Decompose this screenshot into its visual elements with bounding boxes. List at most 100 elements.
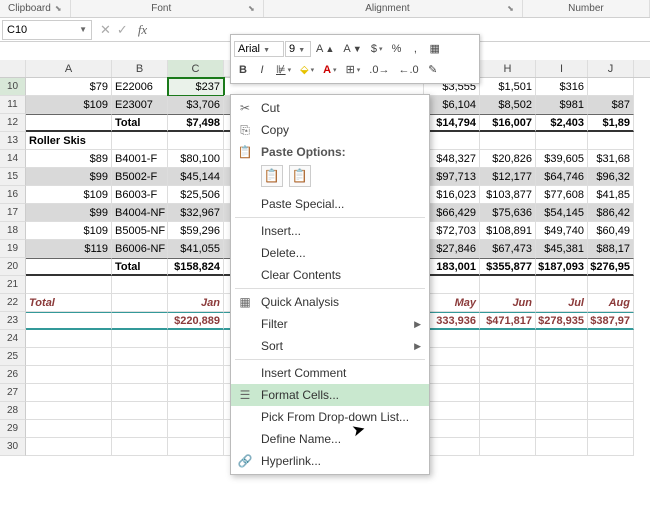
cell[interactable]: $2,403 <box>536 114 588 132</box>
cell[interactable]: $471,817 <box>480 312 536 330</box>
percent-icon[interactable]: % <box>387 40 405 58</box>
cell[interactable] <box>424 438 480 456</box>
cell[interactable] <box>168 420 224 438</box>
cell[interactable] <box>26 348 112 366</box>
cell[interactable]: $109 <box>26 186 112 204</box>
comma-icon[interactable]: , <box>406 40 424 58</box>
cell[interactable]: $16,023 <box>424 186 480 204</box>
ribbon-tab-font[interactable]: Font⬊ <box>71 0 264 17</box>
cell[interactable] <box>536 420 588 438</box>
cell[interactable]: Jun <box>480 294 536 312</box>
row-header[interactable]: 19 <box>0 240 26 258</box>
cell[interactable]: 333,936 <box>424 312 480 330</box>
row-header[interactable]: 11 <box>0 96 26 114</box>
format-painter-icon[interactable]: ✎ <box>424 60 442 79</box>
cell[interactable] <box>168 330 224 348</box>
menu-insert[interactable]: Insert... <box>231 220 429 242</box>
cell[interactable]: $220,889 <box>168 312 224 330</box>
cell[interactable] <box>480 132 536 150</box>
cell[interactable] <box>480 366 536 384</box>
cell[interactable] <box>168 438 224 456</box>
cell[interactable]: $80,100 <box>168 150 224 168</box>
cell[interactable] <box>26 258 112 276</box>
cell[interactable]: $99 <box>26 168 112 186</box>
cell[interactable]: $387,97 <box>588 312 634 330</box>
cell[interactable]: Total <box>112 114 168 132</box>
increase-font-icon[interactable]: A▲ <box>312 40 338 58</box>
cell[interactable] <box>588 330 634 348</box>
cell[interactable] <box>112 294 168 312</box>
ribbon-tab-alignment[interactable]: Alignment⬊ <box>264 0 523 17</box>
cancel-icon[interactable]: ✕ <box>100 22 111 38</box>
fx-icon[interactable]: fx <box>134 22 151 38</box>
cell[interactable] <box>112 402 168 420</box>
cell[interactable] <box>168 132 224 150</box>
menu-hyperlink[interactable]: 🔗Hyperlink... <box>231 450 429 472</box>
cell[interactable] <box>480 438 536 456</box>
row-header[interactable]: 10 <box>0 78 26 96</box>
cell[interactable]: $109 <box>26 96 112 114</box>
cell[interactable]: $25,506 <box>168 186 224 204</box>
cell[interactable]: $158,824 <box>168 258 224 276</box>
cell[interactable] <box>536 330 588 348</box>
cell[interactable]: $103,877 <box>480 186 536 204</box>
cell[interactable] <box>480 420 536 438</box>
cell[interactable] <box>480 330 536 348</box>
cell[interactable] <box>112 366 168 384</box>
cell[interactable] <box>480 384 536 402</box>
cell[interactable]: $109 <box>26 222 112 240</box>
cell[interactable] <box>112 276 168 294</box>
row-header[interactable]: 21 <box>0 276 26 294</box>
row-header[interactable]: 29 <box>0 420 26 438</box>
cell[interactable]: Aug <box>588 294 634 312</box>
enter-icon[interactable]: ✓ <box>117 22 128 38</box>
cell[interactable]: $48,327 <box>424 150 480 168</box>
menu-clear[interactable]: Clear Contents <box>231 264 429 286</box>
cell[interactable] <box>588 438 634 456</box>
cell[interactable] <box>168 384 224 402</box>
cell[interactable] <box>424 366 480 384</box>
decrease-decimal-icon[interactable]: ←.0 <box>394 61 422 79</box>
cell[interactable]: $1,89 <box>588 114 634 132</box>
row-header[interactable]: 22 <box>0 294 26 312</box>
cell[interactable] <box>112 132 168 150</box>
menu-paste-special[interactable]: Paste Special... <box>231 193 429 215</box>
menu-delete[interactable]: Delete... <box>231 242 429 264</box>
col-header[interactable]: H <box>480 60 536 77</box>
accounting-format-icon[interactable]: $ ▾ <box>367 40 387 58</box>
cell[interactable] <box>26 438 112 456</box>
cell[interactable] <box>536 276 588 294</box>
cell[interactable]: E22006 <box>112 78 168 96</box>
paste-icon[interactable]: 📋 <box>261 165 283 187</box>
cell[interactable] <box>424 384 480 402</box>
cell[interactable] <box>588 420 634 438</box>
row-header[interactable]: 30 <box>0 438 26 456</box>
row-header[interactable]: 12 <box>0 114 26 132</box>
cell[interactable]: Jul <box>536 294 588 312</box>
cell[interactable]: B4001-F <box>112 150 168 168</box>
format-table-icon[interactable]: ▦ <box>425 39 443 58</box>
menu-quick-analysis[interactable]: ▦Quick Analysis <box>231 291 429 313</box>
cell[interactable] <box>536 438 588 456</box>
cell[interactable] <box>168 276 224 294</box>
col-header[interactable]: C <box>168 60 224 77</box>
cell[interactable]: $27,846 <box>424 240 480 258</box>
cell[interactable]: B6003-F <box>112 186 168 204</box>
cell[interactable]: $86,42 <box>588 204 634 222</box>
cell[interactable] <box>480 348 536 366</box>
cell[interactable]: $77,608 <box>536 186 588 204</box>
cell[interactable]: $276,95 <box>588 258 634 276</box>
row-header[interactable]: 18 <box>0 222 26 240</box>
row-header[interactable]: 23 <box>0 312 26 330</box>
menu-insert-comment[interactable]: Insert Comment <box>231 362 429 384</box>
cell[interactable] <box>26 366 112 384</box>
cell[interactable]: $64,746 <box>536 168 588 186</box>
cell[interactable]: $316 <box>536 78 588 96</box>
font-color-icon[interactable]: A▾ <box>319 61 340 79</box>
cell[interactable] <box>424 276 480 294</box>
name-box[interactable]: C10▼ <box>2 20 92 40</box>
cell[interactable] <box>588 384 634 402</box>
cell[interactable] <box>480 276 536 294</box>
cell[interactable] <box>424 330 480 348</box>
cell[interactable] <box>588 348 634 366</box>
